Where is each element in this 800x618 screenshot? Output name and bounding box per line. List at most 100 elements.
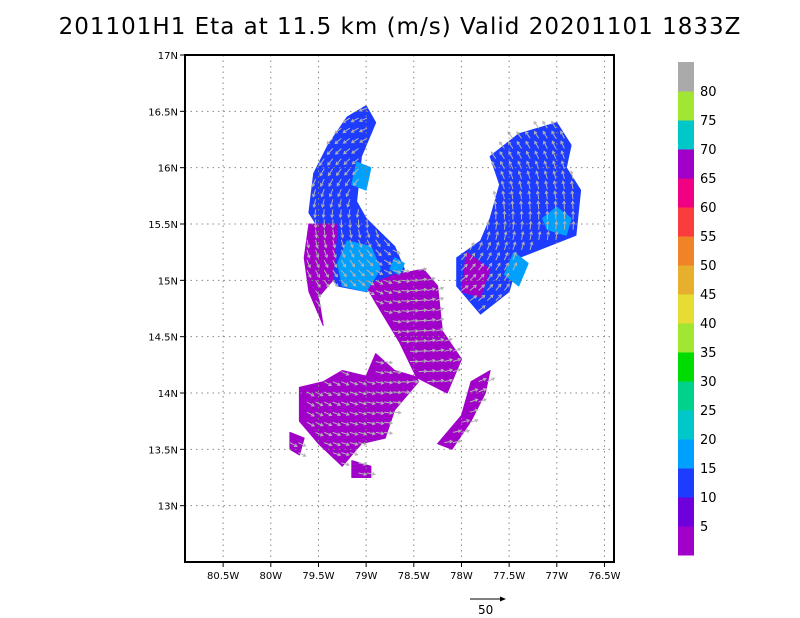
wind-vector-head <box>440 358 445 363</box>
wind-vector <box>563 221 566 230</box>
wind-vector <box>495 283 502 291</box>
wind-vector <box>315 280 321 288</box>
wind-vector <box>366 401 376 405</box>
wind-vector <box>342 127 351 134</box>
wind-vector <box>340 249 346 258</box>
wind-vector-head <box>351 160 356 165</box>
wind-vector <box>537 191 540 200</box>
wind-vector-head <box>551 150 556 155</box>
wind-vector <box>499 151 505 159</box>
wind-vector-head <box>440 317 445 322</box>
wind-vector <box>340 229 344 238</box>
wind-vector-head <box>350 244 354 249</box>
wind-vector-head <box>319 392 324 397</box>
wind-vector <box>332 391 341 396</box>
wind-vector-head <box>325 283 330 288</box>
wind-vector-head <box>489 294 494 299</box>
wind-vector <box>486 294 494 301</box>
wind-vector-head <box>423 338 428 343</box>
wind-vector <box>572 221 575 230</box>
wind-vector <box>358 239 363 248</box>
y-tick-label: 15.5N <box>148 220 178 231</box>
wind-vector <box>418 360 427 362</box>
wind-vector-head <box>529 230 533 235</box>
wind-vector <box>321 199 325 208</box>
wind-vector-head <box>343 150 347 155</box>
wind-vector <box>349 452 358 456</box>
wind-vector-head <box>415 379 420 384</box>
wind-vector <box>349 259 355 267</box>
gridlines <box>185 54 614 562</box>
wind-vector-head <box>328 442 333 447</box>
wind-vector <box>347 199 351 207</box>
wind-vector <box>306 421 315 427</box>
wind-vector-head <box>345 432 350 436</box>
wind-vector <box>306 239 310 248</box>
wind-vector <box>495 231 499 240</box>
wind-vector <box>315 290 321 298</box>
wind-vector-head <box>343 273 347 278</box>
wind-vector-head <box>499 141 503 146</box>
wind-vector-head <box>350 253 355 258</box>
wind-vector <box>375 259 383 266</box>
wind-vector <box>512 252 517 261</box>
wind-vector <box>340 239 345 248</box>
wind-vector <box>332 249 337 258</box>
wind-vector-head <box>363 391 368 396</box>
wind-vector <box>461 285 469 291</box>
wind-vector-head <box>457 368 462 372</box>
wind-vector-head <box>545 210 550 215</box>
wind-vector-head <box>497 273 501 277</box>
wind-vector <box>469 399 478 403</box>
wind-vector-head <box>343 161 348 165</box>
wind-vector-head <box>351 150 356 154</box>
wind-vector-head <box>342 129 347 134</box>
wind-vector <box>570 171 574 180</box>
y-tick-label: 17N <box>158 51 178 62</box>
wind-vector <box>315 411 324 417</box>
wind-vector-head <box>511 220 516 225</box>
wind-vector-head <box>320 193 325 198</box>
wind-vector-head <box>322 224 327 229</box>
wind-vector-head <box>379 291 384 295</box>
wind-vector-head <box>397 309 402 314</box>
wind-vector-head <box>336 182 341 187</box>
wind-vector <box>358 472 367 476</box>
wind-vector-head <box>397 279 402 284</box>
wind-vector <box>555 221 557 230</box>
wind-vector <box>392 249 401 255</box>
x-tick-label: 76.5W <box>588 571 620 582</box>
wind-vector-head <box>388 300 393 305</box>
wind-vector <box>375 290 384 295</box>
wind-vector-head <box>497 262 501 267</box>
wind-vector <box>392 330 401 333</box>
colorbar-swatch <box>678 91 694 121</box>
wind-vector <box>384 391 393 394</box>
wind-vector-head <box>448 337 453 342</box>
wind-vector-head <box>473 284 477 289</box>
wind-vector-head <box>397 289 402 294</box>
wind-vector <box>384 279 392 284</box>
wind-vector-head <box>502 210 507 215</box>
wind-vector <box>392 391 401 394</box>
wind-vector <box>452 358 461 362</box>
wind-vector-head <box>378 262 383 266</box>
wind-vector <box>426 298 436 302</box>
wind-vector-head <box>483 377 487 382</box>
wind-vector <box>501 181 505 190</box>
wind-vector-head <box>481 294 486 299</box>
wind-vector-head <box>319 402 324 407</box>
wind-vector <box>375 300 384 305</box>
wind-vector-head <box>503 231 508 235</box>
wind-vector <box>332 279 339 287</box>
wind-vector-head <box>483 388 488 392</box>
wind-vector-head <box>423 308 428 313</box>
wind-vector <box>545 191 548 200</box>
wind-vector-head <box>528 210 533 215</box>
wind-vector-head <box>337 452 342 457</box>
wind-vector-head <box>388 261 392 265</box>
colorbar-swatch <box>678 352 694 382</box>
wind-vector-head <box>511 210 515 215</box>
wind-vector <box>486 377 495 383</box>
wind-vector <box>392 300 401 303</box>
